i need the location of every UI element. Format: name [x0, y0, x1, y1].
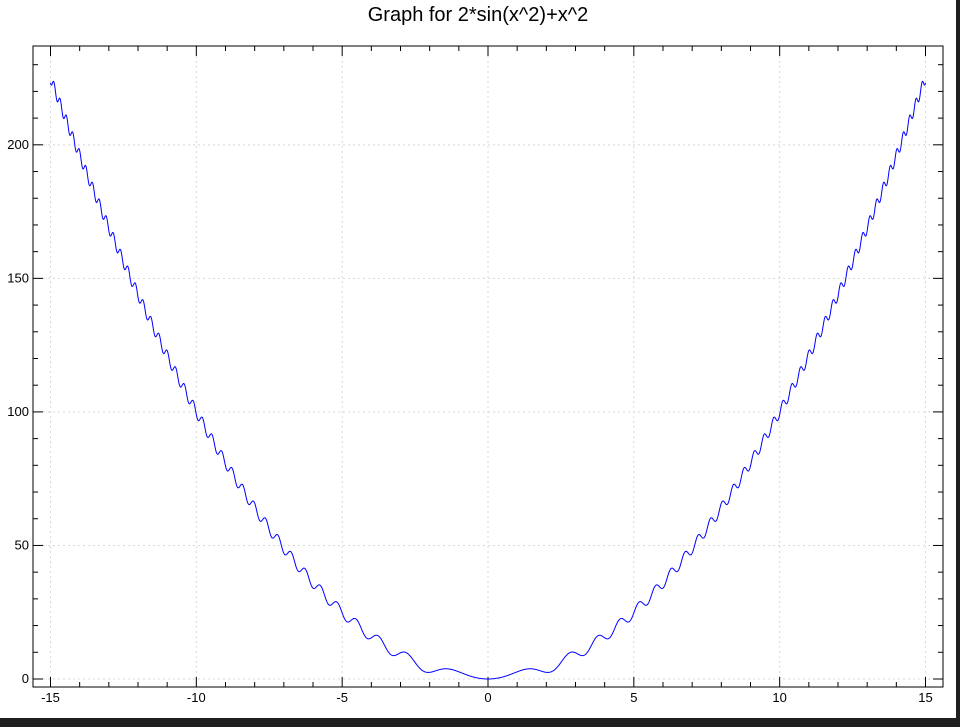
y-tick-label: 150: [7, 270, 29, 285]
y-tick-label: 0: [22, 671, 29, 686]
y-tick-label: 100: [7, 404, 29, 419]
x-tick-label: -10: [187, 690, 206, 705]
x-tick-label: 5: [630, 690, 637, 705]
plot-border: [32, 45, 944, 688]
x-tick-label: 15: [918, 690, 932, 705]
y-tick-label: 50: [15, 537, 29, 552]
series-line: [50, 80, 926, 680]
x-tick-label: 0: [484, 690, 491, 705]
x-tick-label: 10: [772, 690, 786, 705]
chart-title: Graph for 2*sin(x^2)+x^2: [367, 4, 589, 26]
x-tick-label: -5: [336, 690, 348, 705]
x-tick-label: -15: [41, 690, 60, 705]
y-tick-label: 200: [7, 137, 29, 152]
